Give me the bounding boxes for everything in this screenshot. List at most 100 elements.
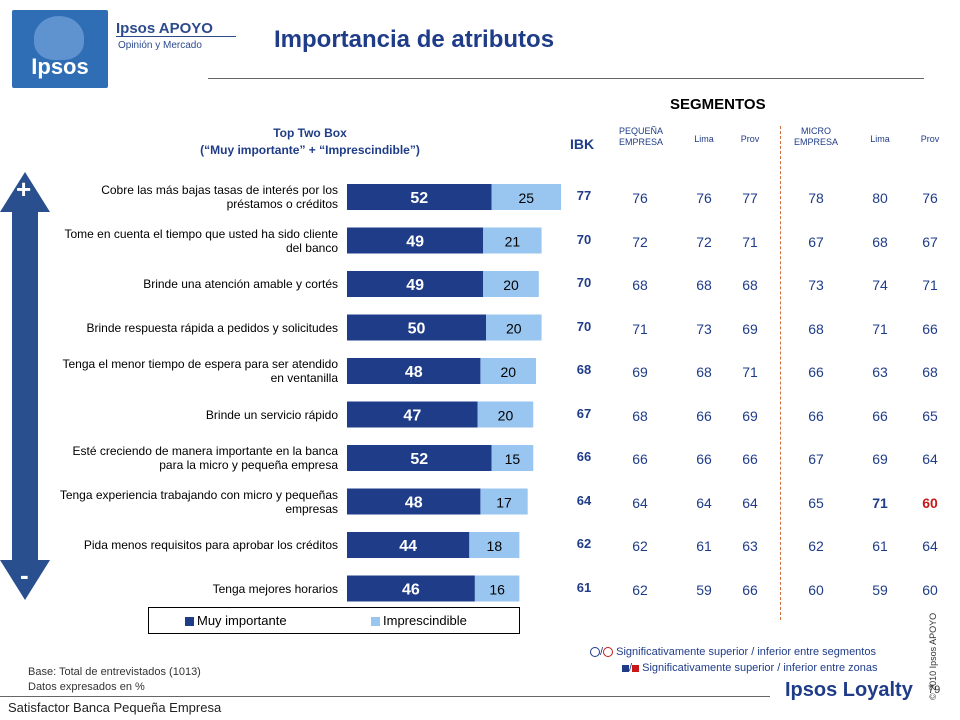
bar-muy-importante [347,271,484,297]
col-head-pequena-line2: EMPRESA [618,137,663,147]
attribute-label: Brinde respuesta rápida a pedidos y soli… [86,320,338,335]
note-zones: / Significativamente superior / inferior… [622,662,878,674]
segment-value-micro-prov: 64 [922,538,938,554]
brand-underline [116,36,236,37]
segment-value-micro-prov: 64 [922,451,938,467]
attribute-label: Tenga experiencia trabajando con micro y… [59,487,338,516]
col-head-lima-1: Lima [694,134,714,144]
bar-imprescindible [477,401,534,428]
segment-value-pequena: 72 [632,233,648,250]
segment-value-micro-prov: 66 [922,320,938,337]
bar-muy-importante [347,445,492,471]
legend: Muy importante Imprescindible [148,607,520,634]
bar-data-label: 16 [489,582,505,598]
note-slash-1: / [600,646,604,658]
bar-imprescindible [486,314,542,341]
ibk-value: 70 [576,231,592,247]
face-icon [34,16,84,60]
segment-value-pequena-lima: 61 [696,538,712,554]
ibk-value: 70 [576,318,592,334]
segment-value-micro-prov: 76 [922,190,938,206]
bar-data-label: 46 [402,582,420,599]
segment-value-pequena-prov: 77 [742,190,758,206]
bar-data-label: 20 [500,364,516,380]
segment-value-micro: 68 [808,320,824,337]
bar-data-label: 18 [487,538,503,554]
ibk-value: 62 [576,536,592,551]
col-head-micro: MICRO EMPRESA [786,126,846,148]
ibk-value: 64 [576,492,592,508]
bar-data-label: 48 [405,364,423,381]
bar-data-label: 49 [406,234,424,251]
segment-value-micro: 66 [808,364,824,380]
segment-value-micro-lima: 69 [872,451,888,467]
ipsos-loyalty-logo: Ipsos Loyalty [785,679,913,701]
segment-value-micro-prov: 67 [922,233,938,250]
base-line2: Datos expresados en % [28,681,145,693]
chart-title-line2: (“Muy importante” + “Imprescindible”) [200,143,420,157]
circle-icon [590,647,600,658]
segment-value-micro-lima: 71 [872,320,888,337]
segment-value-pequena-lima: 59 [696,581,712,598]
col-head-prov-2: Prov [920,134,940,144]
segment-value-pequena-prov: 71 [742,233,758,250]
bar-muy-importante [347,488,481,515]
bar-imprescindible [491,184,562,210]
bar-data-label: 50 [408,321,426,338]
page-number: 79 [928,684,941,696]
segment-value-micro-lima: 74 [872,277,888,293]
segment-value-micro-lima: 71 [872,494,888,511]
arrow-down-icon [0,560,50,600]
segment-value-pequena-prov: 63 [742,538,758,554]
segment-value-micro: 78 [808,190,824,206]
segment-value-micro-lima: 61 [872,538,888,554]
bar-muy-importante [347,575,475,602]
brand-subtitle: Opinión y Mercado [118,40,202,51]
legend-swatch-impres [371,617,380,626]
note-segments: / Significativamente superior / inferior… [590,646,876,658]
segment-value-pequena: 66 [632,451,648,467]
col-head-lima-2: Lima [870,134,890,144]
bar-imprescindible [480,488,528,515]
segment-divider [780,126,781,620]
bar-data-label: 44 [399,538,417,555]
segment-value-pequena-lima: 68 [696,364,712,380]
note-segments-text: Significativamente superior / inferior e… [616,646,876,658]
attribute-label: Cobre las más bajas tasas de interés por… [101,183,338,211]
minus-sign: - [20,560,29,590]
segment-value-micro-prov: 60 [922,494,938,511]
attribute-label: Pida menos requisitos para aprobar los c… [83,538,338,552]
plus-sign: + [16,174,32,204]
segment-value-pequena: 69 [632,364,648,380]
ibk-value: 61 [576,579,592,595]
bar-data-label: 20 [503,277,519,293]
segment-value-micro: 67 [808,233,824,250]
bar-muy-importante [347,532,470,558]
bar-data-label: 48 [405,495,423,512]
bar-data-label: 15 [505,451,521,467]
page-title: Importancia de atributos [274,26,555,53]
segment-value-pequena-lima: 72 [696,233,712,250]
segment-value-micro-lima: 68 [872,233,888,250]
segment-value-pequena-prov: 71 [742,364,758,380]
bar-imprescindible [469,532,520,558]
segment-value-micro: 66 [808,407,824,424]
segment-value-pequena: 68 [632,407,648,424]
legend-label-impres: Imprescindible [383,613,467,628]
segment-value-pequena-prov: 64 [742,494,758,511]
legend-swatch-muy [185,617,194,626]
circle-red-icon [603,647,614,658]
bar-data-label: 17 [496,495,512,511]
bar-data-label: 25 [519,190,535,206]
segment-value-pequena-prov: 69 [742,407,758,424]
bar-muy-importante [347,358,481,384]
segment-value-micro: 67 [808,451,824,467]
segment-value-micro-prov: 71 [922,277,938,293]
col-head-prov-1: Prov [740,134,760,144]
attribute-label: Esté creciendo de manera importante en l… [72,444,339,472]
bar-muy-importante [347,401,478,428]
segment-value-micro-prov: 65 [922,407,938,424]
bar-imprescindible [480,358,537,384]
segments-label: SEGMENTOS [670,96,766,113]
ibk-value: 67 [576,405,592,421]
